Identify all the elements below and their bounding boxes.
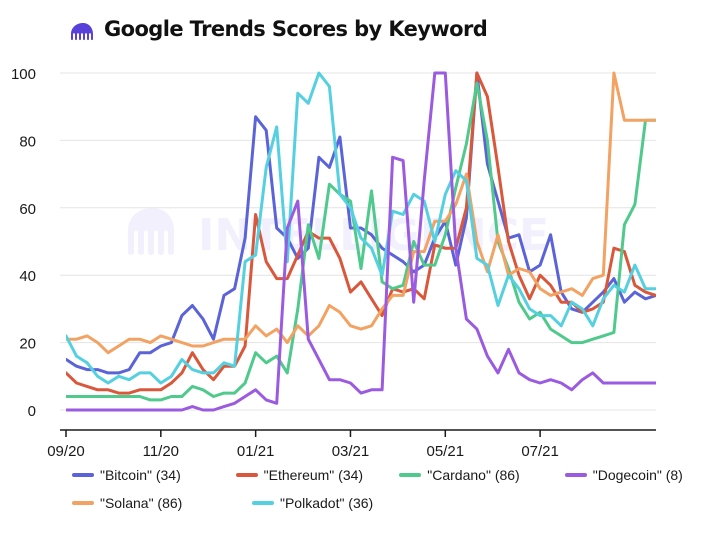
y-tick-label: 100 (11, 66, 36, 83)
legend-label: "Polkadot" (36) (280, 495, 374, 511)
legend-swatch (72, 473, 94, 477)
y-tick-label: 20 (19, 336, 36, 353)
legend-label: "Cardano" (86) (427, 467, 520, 483)
legend-label: "Bitcoin" (34) (100, 467, 181, 483)
legend-swatch (564, 473, 587, 477)
legend-item: "Solana" (86) (72, 495, 252, 511)
legend-row: "Solana" (86) "Polkadot" (36) (72, 489, 692, 517)
watermark-kraken-icon (128, 208, 174, 255)
legend-label: "Dogecoin" (8) (592, 467, 683, 483)
x-tick-label: 01/21 (237, 443, 275, 460)
legend-item: "Dogecoin" (8) (564, 467, 692, 483)
legend-label: "Solana" (86) (100, 495, 183, 511)
legend-swatch (72, 501, 94, 505)
series-line-2 (66, 81, 656, 402)
chart-legend: "Bitcoin" (34) "Ethereum" (34) "Cardano" (… (72, 461, 692, 517)
series-line-0 (66, 71, 656, 375)
legend-item: "Bitcoin" (34) (72, 467, 236, 483)
series-line-5 (66, 71, 656, 385)
x-tick-label: 09/20 (47, 443, 85, 460)
x-tick-label: 07/21 (521, 443, 559, 460)
legend-swatch (235, 473, 258, 477)
chart-title: Google Trends Scores by Keyword (104, 17, 488, 41)
y-tick-label: 40 (19, 268, 36, 285)
legend-swatch (399, 473, 422, 477)
y-tick-label: 0 (28, 403, 36, 420)
kraken-logo-icon (71, 23, 93, 41)
legend-swatch (252, 501, 274, 505)
x-tick-label: 05/21 (427, 443, 465, 460)
series-line-1 (66, 71, 656, 395)
legend-label: "Ethereum" (34) (263, 467, 364, 483)
y-tick-label: 80 (19, 133, 36, 150)
y-tick-label: 60 (19, 201, 36, 218)
legend-item: "Cardano" (86) (399, 467, 564, 483)
series-line-4 (66, 71, 656, 355)
legend-item: "Ethereum" (34) (235, 467, 400, 483)
x-tick-label: 03/21 (332, 443, 370, 460)
series-line-3 (66, 71, 656, 412)
legend-item: "Polkadot" (36) (252, 495, 432, 511)
legend-row: "Bitcoin" (34) "Ethereum" (34) "Cardano" (… (72, 461, 692, 489)
x-tick-label: 11/20 (143, 443, 179, 460)
